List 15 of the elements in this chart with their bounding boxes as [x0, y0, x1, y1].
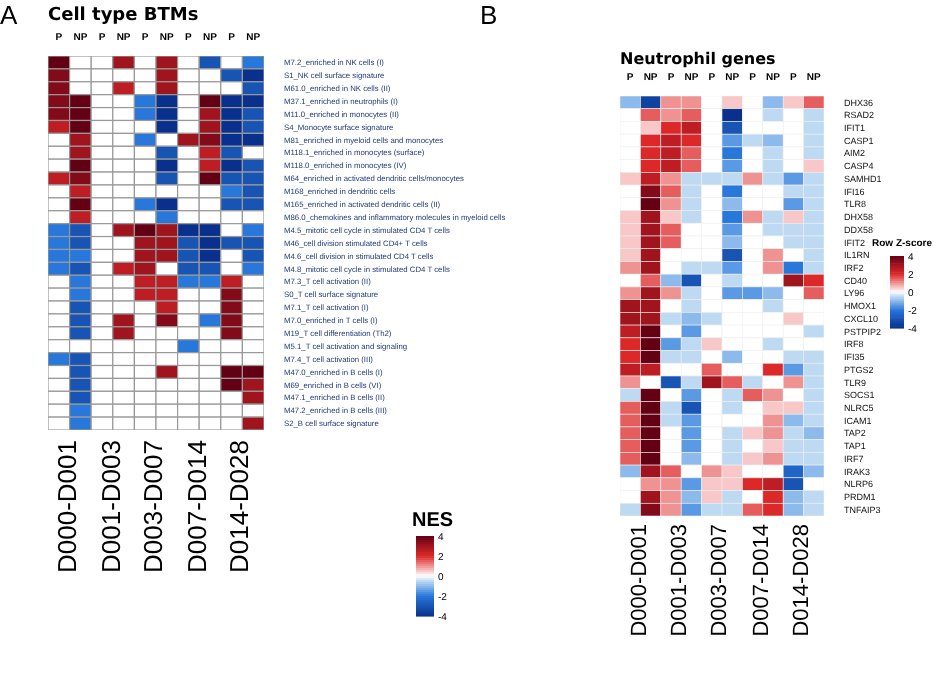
text: D001-D003: [95, 440, 126, 573]
chart-title: Cell type BTMs: [48, 6, 199, 26]
text: D003-D007: [708, 524, 733, 637]
color-bar-title: NES: [412, 510, 454, 532]
text: D000-D001: [52, 440, 83, 573]
text: D003-D007: [138, 440, 169, 573]
text: D014-D028: [224, 440, 256, 573]
text: D000-D001: [627, 524, 652, 637]
text: D007-D014: [181, 440, 213, 573]
text: B: [480, 0, 498, 30]
text: D001-D003: [668, 524, 693, 637]
text: D007-D014: [749, 524, 774, 637]
chart-title: Neutrophil genes: [620, 50, 776, 68]
text: A: [0, 0, 18, 30]
text: D014-D028: [790, 524, 815, 637]
